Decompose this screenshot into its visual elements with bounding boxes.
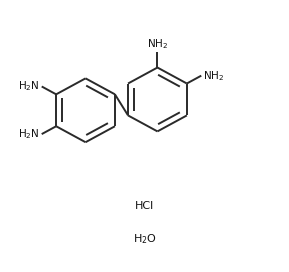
Text: $\mathregular{H_2N}$: $\mathregular{H_2N}$ — [18, 80, 40, 93]
Text: HCl: HCl — [135, 201, 154, 211]
Text: $\mathregular{H_2O}$: $\mathregular{H_2O}$ — [133, 232, 156, 246]
Text: $\mathregular{H_2N}$: $\mathregular{H_2N}$ — [18, 127, 40, 141]
Text: $\mathregular{NH_2}$: $\mathregular{NH_2}$ — [203, 69, 225, 83]
Text: $\mathregular{NH_2}$: $\mathregular{NH_2}$ — [147, 37, 168, 51]
